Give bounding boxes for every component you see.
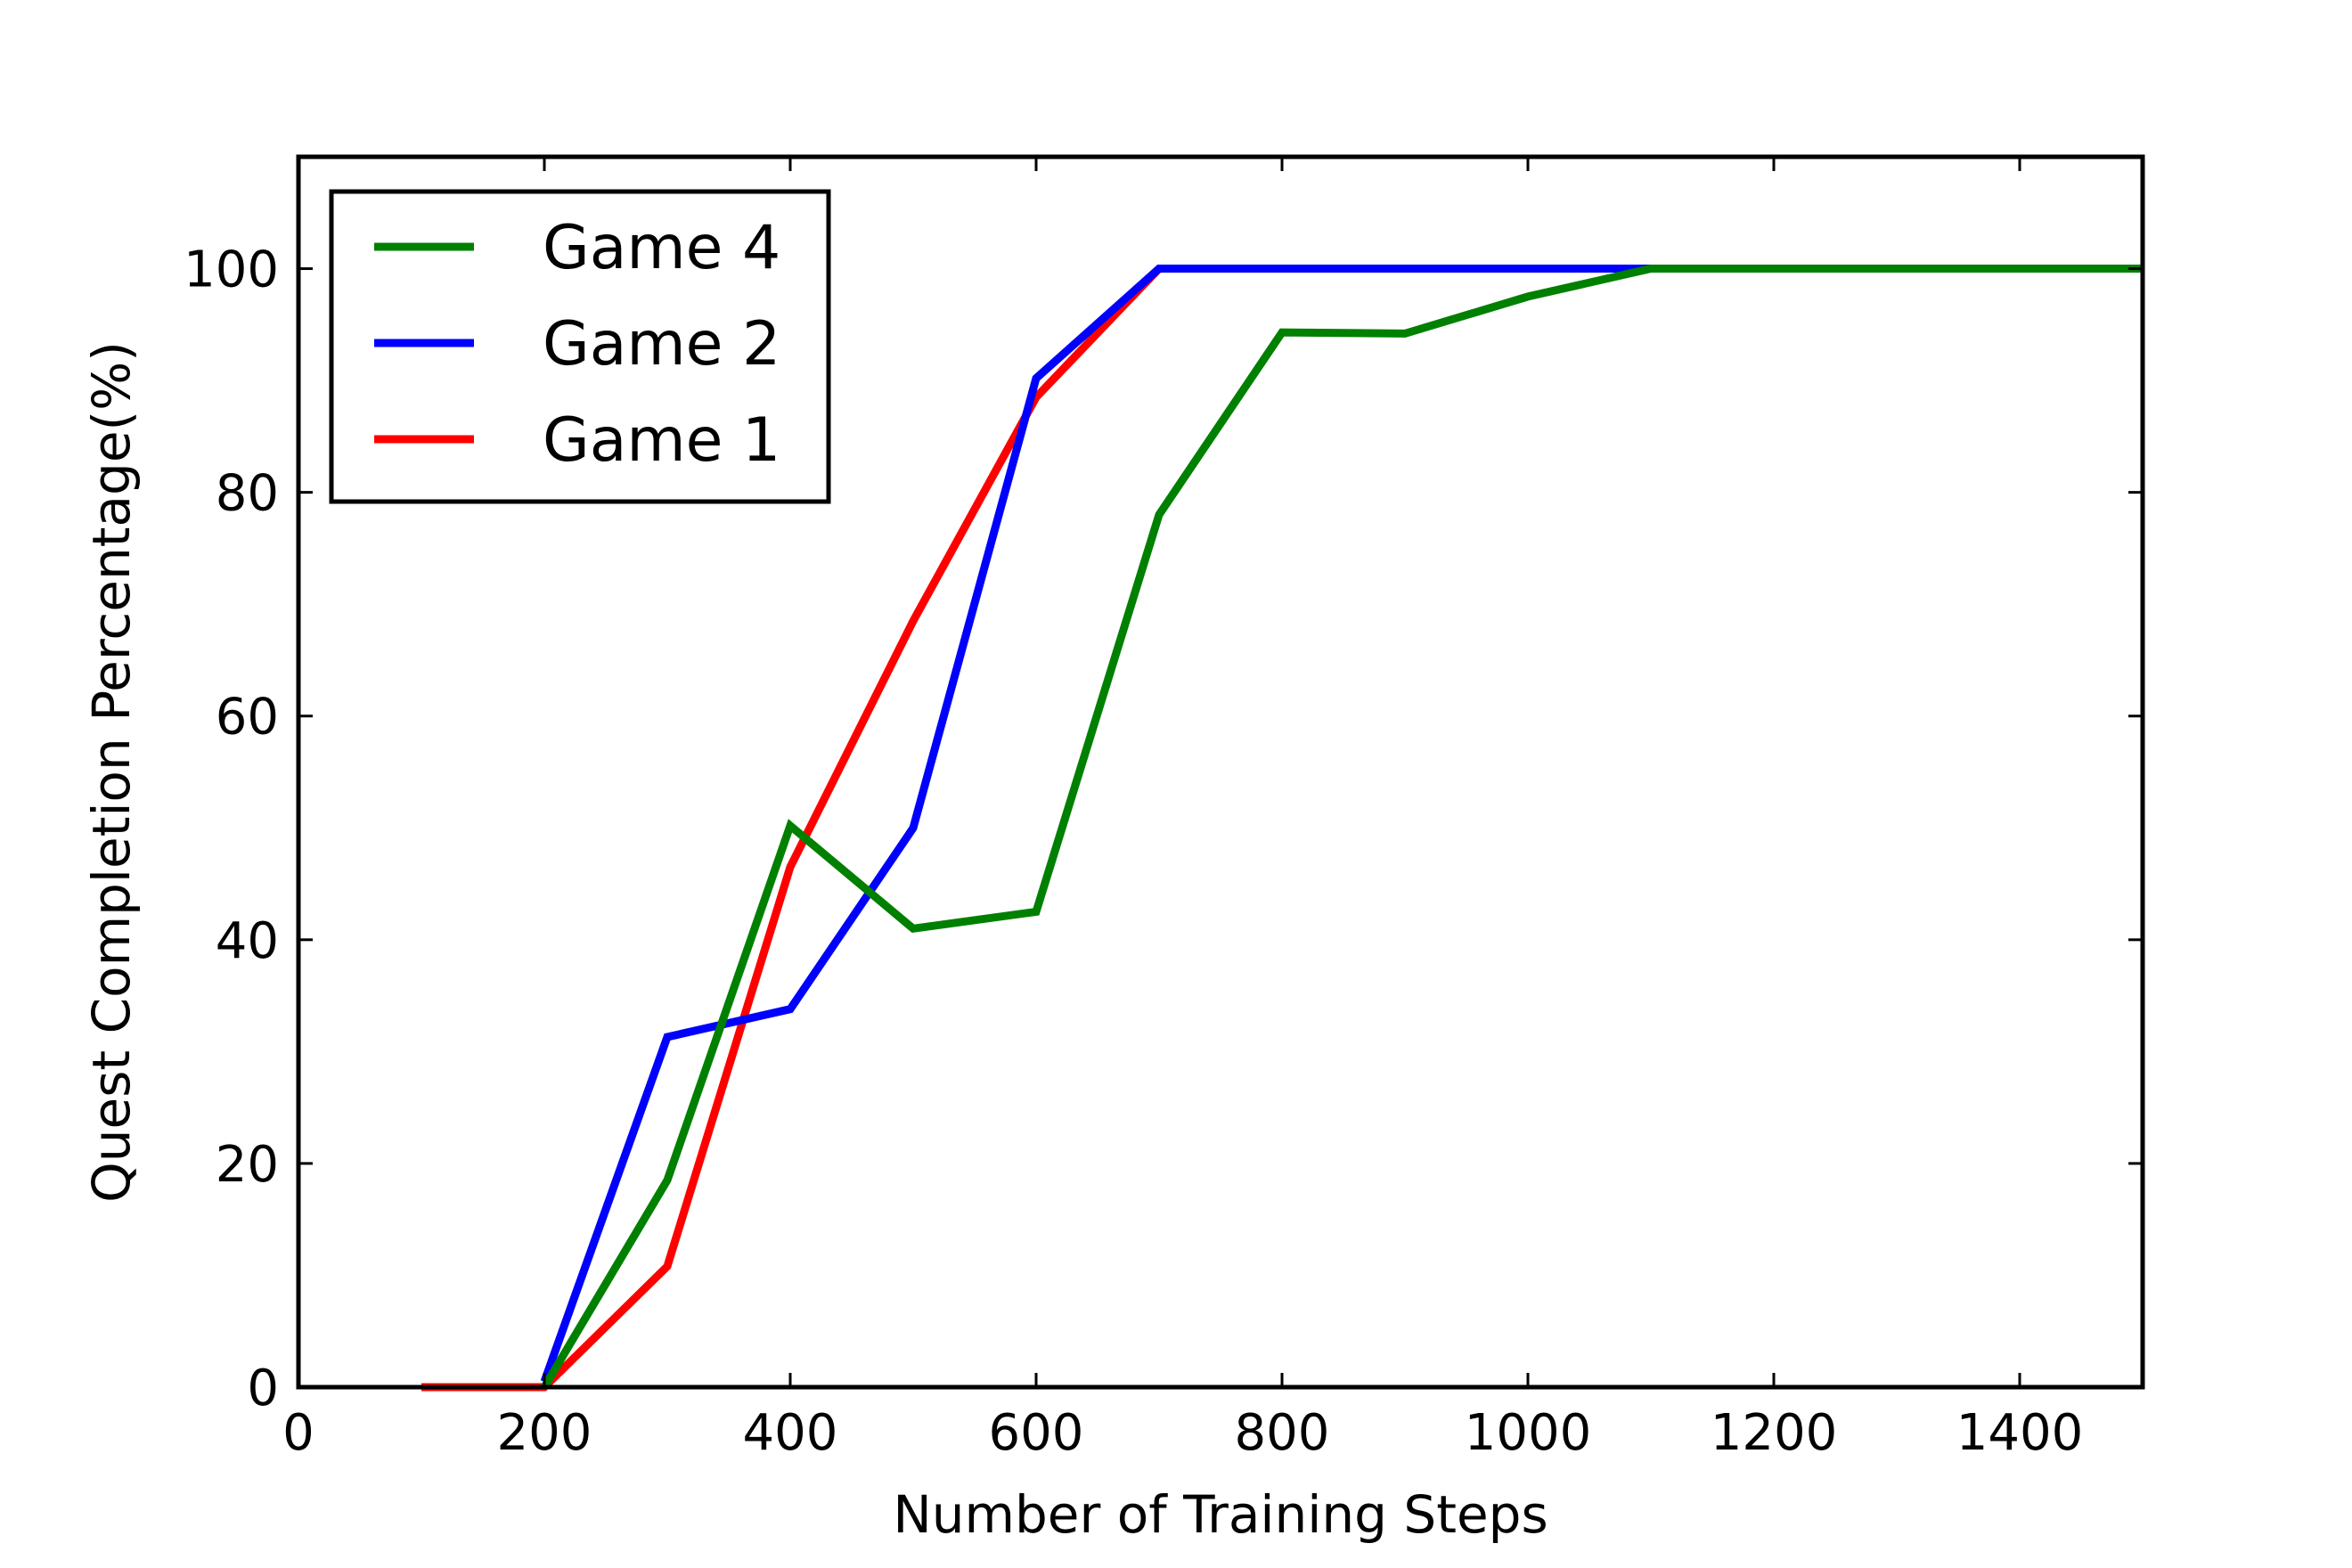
y-tick-label: 60: [216, 689, 279, 747]
legend-label: Game 1: [543, 405, 780, 476]
plot-series-group: [421, 265, 2143, 1392]
x-tick-label: 1000: [1465, 1404, 1592, 1462]
x-tick-label: 1200: [1711, 1404, 1838, 1462]
x-tick-label: 600: [989, 1404, 1084, 1462]
x-tick-label: 200: [497, 1404, 592, 1462]
plot-frame: [296, 154, 2145, 1390]
x-tick-label: 400: [743, 1404, 838, 1462]
y-axis-label: Quest Completion Percentage(%): [81, 341, 142, 1203]
y-tick-label: 80: [216, 465, 279, 523]
x-tick-label: 0: [282, 1404, 314, 1462]
y-tick-label: 100: [184, 241, 279, 299]
y-tick-label: 0: [247, 1360, 279, 1417]
series-line-game-4: [541, 265, 2143, 1390]
x-tick-label: 1400: [1956, 1404, 2084, 1462]
y-tick-label: 20: [216, 1136, 279, 1194]
x-axis-label: Number of Training Steps: [893, 1484, 1548, 1545]
legend: Game 4 Game 2 Game 1: [329, 189, 831, 504]
tick-label-group: 0 200 400 600 800 1000 1200 1400 0 20 40 60 80 100: [184, 241, 2083, 1462]
tick-group: [297, 157, 2143, 1389]
x-tick-label: 800: [1235, 1404, 1330, 1462]
y-tick-label: 40: [216, 912, 279, 970]
legend-label: Game 4: [543, 213, 780, 283]
legend-label: Game 2: [543, 309, 780, 380]
